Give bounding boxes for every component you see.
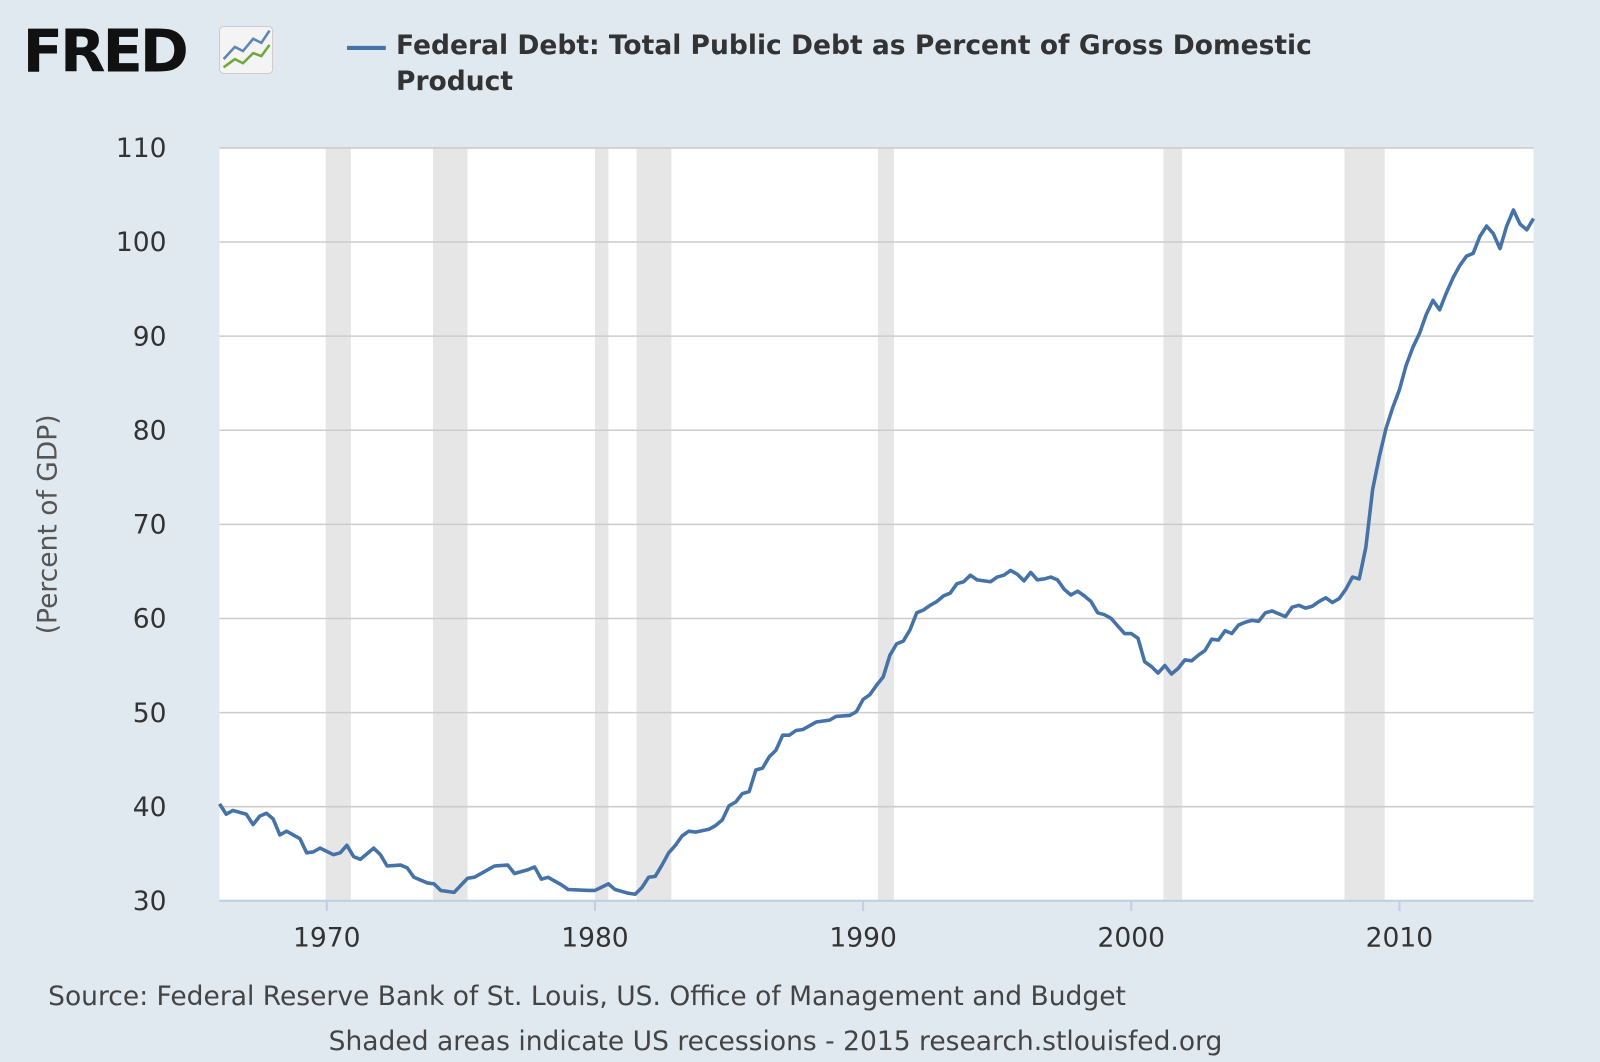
- y-tick-label: 70: [133, 510, 167, 541]
- x-tick-label: 1970: [293, 923, 360, 954]
- y-tick-label: 40: [133, 792, 167, 823]
- x-tick-label: 2000: [1098, 923, 1165, 954]
- y-axis-label: (Percent of GDP): [32, 414, 63, 634]
- x-tick-label: 1980: [561, 923, 628, 954]
- note: Shaded areas indicate US recessions - 20…: [329, 1026, 1223, 1057]
- x-tick-label: 1990: [829, 923, 896, 954]
- legend: Federal Debt: Total Public Debt as Perce…: [396, 30, 1312, 97]
- y-tick-label: 90: [133, 321, 167, 352]
- y-tick-label: 100: [116, 227, 167, 258]
- data-line: [218, 208, 1536, 897]
- x-tick-label: 2010: [1366, 923, 1433, 954]
- y-tick-label: 30: [133, 886, 167, 917]
- legend-label: Federal Debt: Total Public Debt as Perce…: [396, 30, 1312, 97]
- y-tick-label: 60: [133, 604, 167, 635]
- y-tick-label: 80: [133, 415, 167, 446]
- source: Source: Federal Reserve Bank of St. Loui…: [48, 981, 1126, 1012]
- y-tick-label: 50: [133, 698, 167, 729]
- logo-icon: [219, 26, 274, 74]
- y-tick-label: 110: [116, 133, 167, 164]
- logo: FRED: [23, 16, 187, 85]
